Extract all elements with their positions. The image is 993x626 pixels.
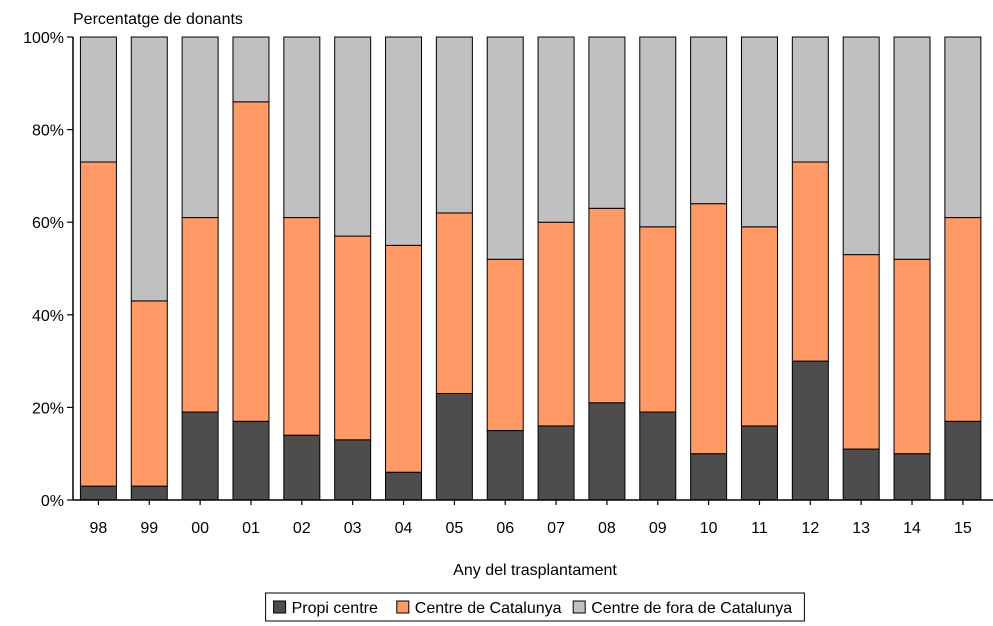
bar-segment-propi-centre xyxy=(486,430,524,501)
legend-swatch xyxy=(572,600,586,614)
bar-segment-centre-fora-catalunya xyxy=(79,36,117,163)
x-tick-label: 00 xyxy=(191,520,209,537)
bar-segment-centre-catalunya xyxy=(893,258,931,455)
bar-segment-centre-fora-catalunya xyxy=(639,36,677,228)
x-tick-label: 13 xyxy=(852,520,870,537)
x-tick-label: 07 xyxy=(547,520,565,537)
bar-segment-propi-centre xyxy=(791,360,829,501)
bar-segment-centre-catalunya xyxy=(385,244,423,473)
bar-segment-centre-catalunya xyxy=(588,207,626,404)
legend-label: Centre de fora de Catalunya xyxy=(591,600,792,617)
bar-segment-centre-catalunya xyxy=(486,258,524,432)
bar-segment-centre-fora-catalunya xyxy=(690,36,728,205)
y-axis-title: Percentatge de donants xyxy=(73,11,243,28)
bar-segment-propi-centre xyxy=(435,393,473,501)
bar-segment-propi-centre xyxy=(181,411,219,501)
bar-segment-centre-fora-catalunya xyxy=(232,36,270,103)
x-tick-label: 15 xyxy=(954,520,972,537)
bar-segment-propi-centre xyxy=(79,485,117,501)
y-tick-label: 20% xyxy=(32,400,64,417)
bar-segment-centre-fora-catalunya xyxy=(944,36,982,219)
bar-segment-propi-centre xyxy=(944,420,982,501)
y-axis: 0% 20% 40% 60% 80% 100% xyxy=(23,30,73,510)
x-tick-label: 10 xyxy=(700,520,718,537)
legend-label: Centre de Catalunya xyxy=(415,600,562,617)
bar-segment-centre-catalunya xyxy=(740,226,778,427)
bar-segment-centre-fora-catalunya xyxy=(740,36,778,228)
legend-label: Propi centre xyxy=(292,600,378,617)
bar-segment-centre-catalunya xyxy=(232,101,270,422)
bar-segment-propi-centre xyxy=(232,420,270,501)
x-tick-label: 04 xyxy=(395,520,413,537)
y-tick-label: 100% xyxy=(23,30,64,47)
legend-frame xyxy=(265,592,805,622)
x-tick-label: 99 xyxy=(140,520,158,537)
bar-segment-propi-centre xyxy=(130,485,168,501)
bar-segment-centre-fora-catalunya xyxy=(181,36,219,219)
bars-group xyxy=(79,36,982,501)
bar-segment-centre-catalunya xyxy=(944,217,982,422)
legend-swatch xyxy=(273,600,287,614)
legend-swatch xyxy=(396,600,410,614)
x-axis: 98 99 00 01 02 03 04 05 06 07 08 09 10 11 12 13 14 15 xyxy=(90,500,972,537)
y-tick-label: 80% xyxy=(32,123,64,140)
bar-segment-centre-fora-catalunya xyxy=(842,36,880,256)
x-tick-label: 02 xyxy=(293,520,311,537)
bar-segment-propi-centre xyxy=(588,402,626,501)
bar-segment-propi-centre xyxy=(842,448,880,501)
bar-segment-centre-fora-catalunya xyxy=(334,36,372,237)
legend: Propi centre Centre de Catalunya Centre de… xyxy=(265,592,805,622)
x-tick-label: 09 xyxy=(649,520,667,537)
bar-segment-centre-fora-catalunya xyxy=(130,36,168,302)
bar-segment-centre-catalunya xyxy=(537,221,575,427)
bar-segment-propi-centre xyxy=(690,453,728,501)
bar-segment-centre-catalunya xyxy=(690,203,728,455)
x-tick-label: 06 xyxy=(496,520,514,537)
bar-segment-propi-centre xyxy=(893,453,931,501)
bar-segment-centre-fora-catalunya xyxy=(486,36,524,260)
y-tick-label: 60% xyxy=(32,215,64,232)
bar-segment-centre-catalunya xyxy=(791,161,829,362)
x-tick-label: 12 xyxy=(801,520,819,537)
bar-segment-centre-fora-catalunya xyxy=(588,36,626,209)
bar-segment-propi-centre xyxy=(639,411,677,501)
bar-segment-centre-catalunya xyxy=(130,300,168,487)
bar-segment-propi-centre xyxy=(385,471,423,501)
bar-segment-centre-fora-catalunya xyxy=(537,36,575,223)
bar-segment-centre-fora-catalunya xyxy=(283,36,321,219)
bar-segment-centre-fora-catalunya xyxy=(385,36,423,246)
bar-segment-propi-centre xyxy=(334,439,372,501)
bar-segment-centre-catalunya xyxy=(79,161,117,487)
x-tick-label: 14 xyxy=(903,520,921,537)
bar-segment-centre-fora-catalunya xyxy=(893,36,931,260)
bar-segment-centre-catalunya xyxy=(842,254,880,450)
bar-segment-centre-catalunya xyxy=(435,212,473,395)
bar-segment-centre-catalunya xyxy=(181,217,219,413)
y-tick-label: 40% xyxy=(32,308,64,325)
x-tick-label: 05 xyxy=(445,520,463,537)
x-tick-label: 03 xyxy=(344,520,362,537)
bar-segment-centre-catalunya xyxy=(639,226,677,413)
x-tick-label: 11 xyxy=(751,520,768,537)
bar-segment-propi-centre xyxy=(740,425,778,501)
bar-segment-propi-centre xyxy=(537,425,575,501)
y-tick-label: 0% xyxy=(41,493,64,510)
x-tick-label: 98 xyxy=(90,520,108,537)
bar-segment-centre-catalunya xyxy=(334,235,372,441)
bar-segment-propi-centre xyxy=(283,434,321,501)
bar-segment-centre-catalunya xyxy=(283,217,321,436)
x-axis-title: Any del trasplantament xyxy=(453,562,617,579)
bar-segment-centre-fora-catalunya xyxy=(435,36,473,214)
x-tick-label: 08 xyxy=(598,520,616,537)
x-tick-label: 01 xyxy=(242,520,260,537)
bar-segment-centre-fora-catalunya xyxy=(791,36,829,163)
